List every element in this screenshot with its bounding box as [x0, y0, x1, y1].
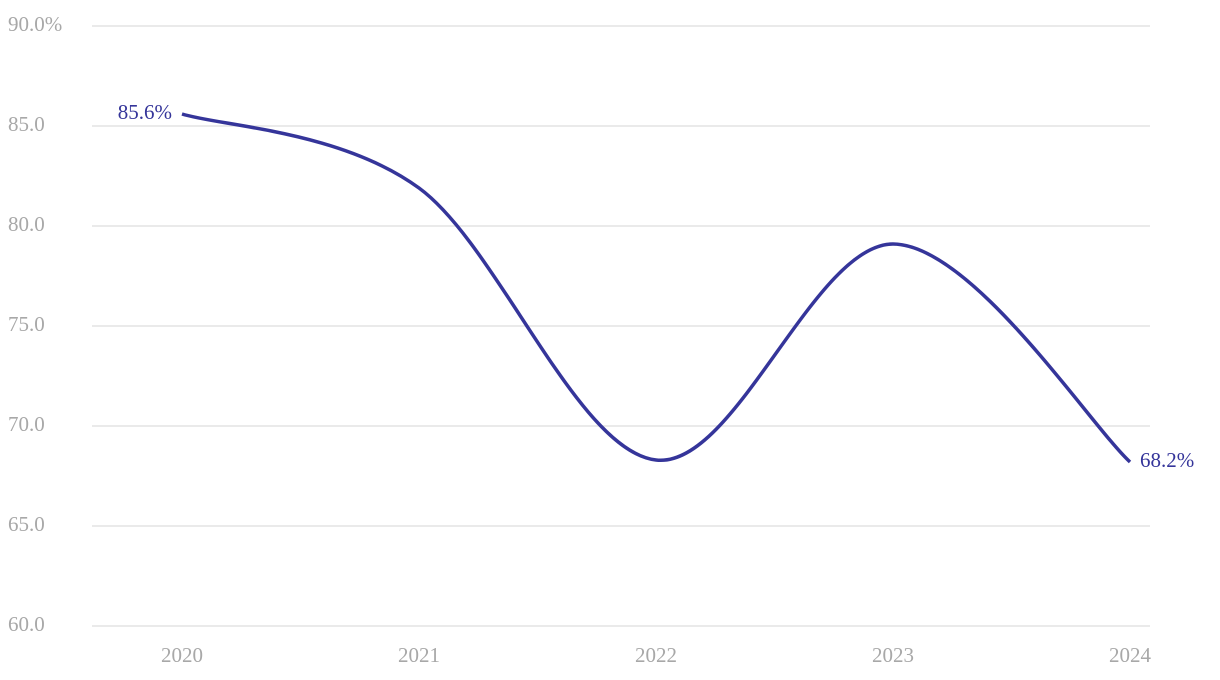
value-label: 68.2% [1140, 448, 1194, 472]
value-label: 85.6% [118, 100, 172, 124]
line [181, 112, 1132, 464]
x-tick-label: 2022 [635, 643, 677, 667]
x-tick-label: 2023 [872, 643, 914, 667]
y-tick-label: 75.0 [8, 312, 45, 336]
y-tick-label: 85.0 [8, 112, 45, 136]
y-tick-label: 90.0% [8, 12, 62, 36]
x-tick-label: 2020 [161, 643, 203, 667]
y-tick-label: 70.0 [8, 412, 45, 436]
x-tick-label: 2021 [398, 643, 440, 667]
x-tick-label: 2024 [1109, 643, 1152, 667]
y-tick-label: 80.0 [8, 212, 45, 236]
y-tick-label: 65.0 [8, 512, 45, 536]
y-tick-label: 60.0 [8, 612, 45, 636]
